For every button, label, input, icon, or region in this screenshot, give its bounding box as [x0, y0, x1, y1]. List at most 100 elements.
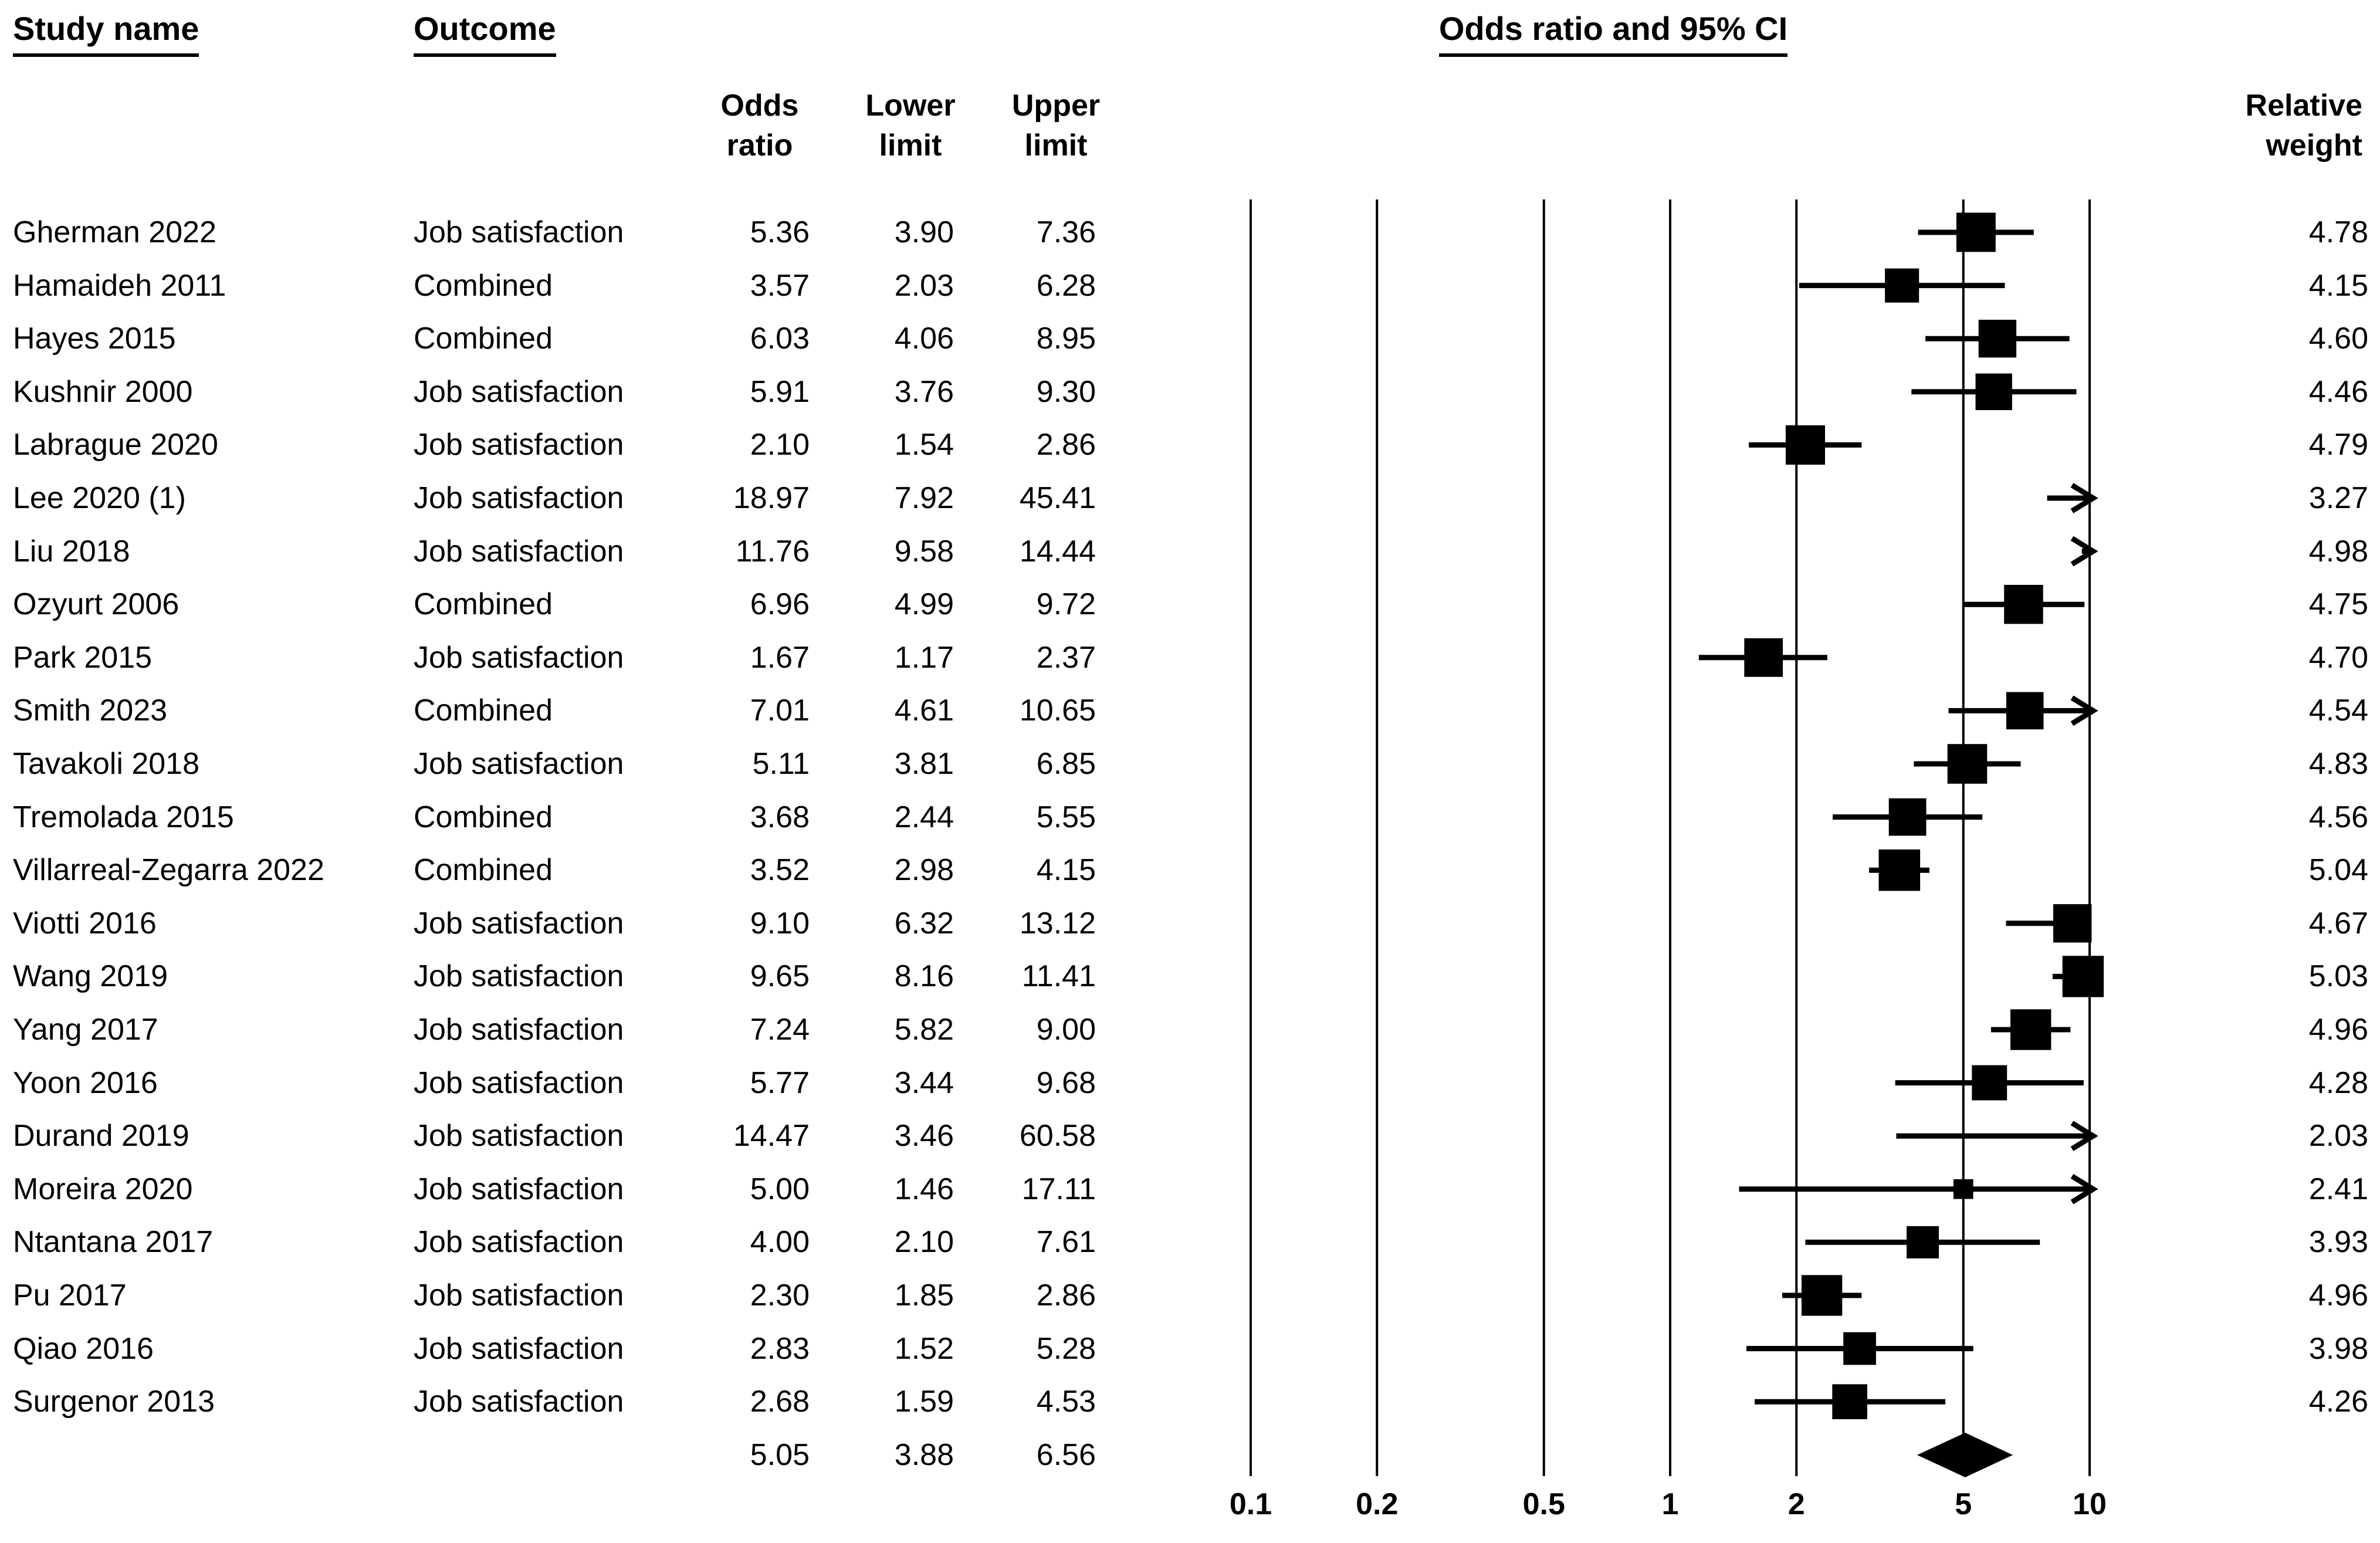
- effect-square: [2062, 956, 2104, 997]
- lower-limit-value: 4.99: [894, 587, 954, 622]
- lower-limit-value: 1.59: [894, 1385, 954, 1419]
- study-name: Surgenor 2013: [13, 1385, 215, 1419]
- upper-limit-value: 6.85: [1036, 747, 1096, 781]
- relative-weight-value: 4.60: [2308, 322, 2368, 356]
- lower-limit-value: 4.61: [894, 693, 954, 728]
- lower-limit-value: 2.03: [894, 268, 954, 303]
- study-outcome: Combined: [414, 268, 553, 303]
- relative-weight-value: 3.93: [2308, 1225, 2368, 1260]
- study-name: Pu 2017: [13, 1278, 127, 1312]
- lower-limit-value: 7.92: [894, 481, 954, 515]
- axis-tick-label: 0.1: [1229, 1487, 1272, 1521]
- effect-square: [1785, 425, 1825, 465]
- odds-ratio-value: 2.30: [750, 1278, 810, 1312]
- study-outcome: Combined: [414, 853, 553, 888]
- upper-limit-value: 13.12: [1019, 906, 1096, 940]
- study-name: Tremolada 2015: [13, 800, 234, 834]
- effect-square: [1956, 212, 1996, 252]
- study-name: Ozyurt 2006: [13, 587, 180, 622]
- lower-limit-value: 9.58: [894, 534, 954, 569]
- effect-square: [1885, 268, 1919, 303]
- relative-weight-value: 4.54: [2308, 693, 2368, 728]
- study-outcome: Job satisfaction: [414, 1278, 624, 1312]
- study-name: Smith 2023: [13, 693, 168, 728]
- study-name: Tavakoli 2018: [13, 747, 199, 781]
- odds-ratio-value: 5.91: [750, 374, 810, 409]
- relative-weight-value: 2.41: [2308, 1172, 2368, 1206]
- upper-limit-value: 2.86: [1036, 428, 1096, 462]
- odds-ratio-value: 6.96: [750, 587, 810, 622]
- study-name: Yang 2017: [13, 1013, 158, 1047]
- lower-limit-value: 1.46: [894, 1172, 954, 1206]
- upper-limit-value: 45.41: [1019, 481, 1096, 515]
- study-name: Lee 2020 (1): [13, 481, 186, 515]
- odds-ratio-value: 7.01: [750, 693, 810, 728]
- odds-ratio-value: 4.00: [750, 1225, 810, 1260]
- odds-ratio-value: 6.03: [750, 322, 810, 356]
- effect-square: [1888, 798, 1927, 836]
- upper-limit-value: 7.61: [1036, 1225, 1096, 1260]
- odds-ratio-value: 5.11: [752, 747, 810, 781]
- effect-square: [2053, 904, 2092, 943]
- relative-weight-value: 4.15: [2308, 268, 2368, 303]
- study-name: Hayes 2015: [13, 322, 176, 356]
- study-name-header-text: Study name: [13, 9, 199, 57]
- study-name: Moreira 2020: [13, 1172, 193, 1206]
- outcome-header-text: Outcome: [414, 9, 556, 57]
- study-name: Hamaideh 2011: [13, 268, 226, 303]
- study-name: Wang 2019: [13, 959, 168, 994]
- odds-ratio-value: 3.68: [750, 800, 810, 834]
- upper-limit-value: 9.00: [1036, 1013, 1096, 1047]
- lower-limit-value: 3.81: [894, 747, 954, 781]
- study-outcome: Job satisfaction: [414, 1172, 624, 1206]
- relative-weight-value: 4.98: [2308, 534, 2368, 569]
- study-name: Viotti 2016: [13, 906, 157, 940]
- study-name: Labrague 2020: [13, 428, 218, 462]
- clip-arrow-icon: [2070, 1121, 2098, 1152]
- relative-weight-value: 3.27: [2308, 481, 2368, 515]
- study-outcome: Combined: [414, 800, 553, 834]
- effect-square: [2010, 1009, 2051, 1050]
- lower-limit-value: 3.90: [894, 215, 954, 249]
- lower-limit-value: 3.46: [894, 1119, 954, 1153]
- effect-square: [2004, 584, 2043, 624]
- effect-square: [1972, 1065, 2007, 1101]
- axis-tick-label: 2: [1787, 1487, 1805, 1521]
- summary-lower-limit-value: 3.88: [894, 1438, 954, 1472]
- effect-square: [1975, 373, 2012, 410]
- effect-square: [1832, 1384, 1867, 1419]
- upper-limit-value: 5.28: [1036, 1331, 1096, 1366]
- relative-weight-value: 5.04: [2308, 853, 2368, 888]
- study-name: Qiao 2016: [13, 1331, 154, 1366]
- study-outcome: Combined: [414, 693, 553, 728]
- odds-ratio-value: 1.67: [750, 640, 810, 675]
- or-ci-header-text: Odds ratio and 95% CI: [1438, 9, 1788, 57]
- odds-ratio-value: 3.57: [750, 268, 810, 303]
- relative-weight-value: 3.98: [2308, 1331, 2368, 1366]
- upper-limit-value: 10.65: [1019, 693, 1096, 728]
- relative-weight-column-header: Relative weight: [2245, 89, 2362, 163]
- effect-square: [1744, 638, 1783, 677]
- summary-odds-ratio-value: 5.05: [750, 1438, 810, 1472]
- study-name: Kushnir 2000: [13, 374, 193, 409]
- relative-weight-value: 5.03: [2308, 959, 2368, 994]
- effect-square: [1878, 849, 1921, 891]
- effect-square: [1801, 1275, 1843, 1316]
- lower-limit-value: 3.76: [894, 374, 954, 409]
- study-outcome: Job satisfaction: [414, 215, 624, 249]
- relative-weight-value: 4.46: [2308, 374, 2368, 409]
- study-name: Yoon 2016: [13, 1065, 158, 1100]
- odds-ratio-value: 7.24: [750, 1013, 810, 1047]
- study-outcome: Job satisfaction: [414, 374, 624, 409]
- study-outcome: Job satisfaction: [414, 1013, 624, 1047]
- relative-weight-value: 2.03: [2308, 1119, 2368, 1153]
- clip-arrow-icon: [2070, 695, 2098, 726]
- study-outcome: Job satisfaction: [414, 1119, 624, 1153]
- summary-upper-limit-value: 6.56: [1036, 1438, 1096, 1472]
- relative-weight-value: 4.28: [2308, 1065, 2368, 1100]
- study-name: Durand 2019: [13, 1119, 189, 1153]
- lower-limit-value: 1.52: [894, 1331, 954, 1366]
- upper-limit-value: 4.53: [1036, 1385, 1096, 1419]
